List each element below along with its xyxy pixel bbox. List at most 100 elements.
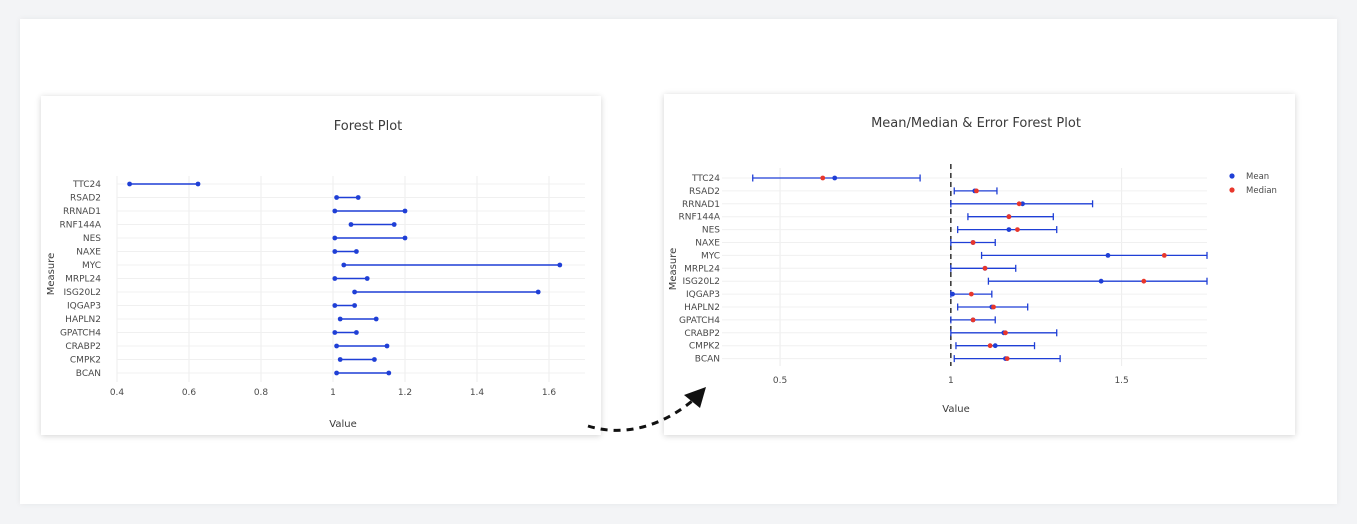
mean-point [832, 175, 838, 181]
arrow-head-icon [684, 387, 706, 408]
forest-rows [752, 174, 1208, 363]
forest-row [987, 277, 1208, 285]
y-tick-labels: TTC24 RSAD2 RRNAD1 RNF144A NES NAXE MYC MRPL24 I… [60, 180, 102, 379]
forest-row [957, 303, 1029, 311]
y-tick-label: RSAD2 [689, 187, 720, 197]
y-tick-label: MYC [701, 251, 720, 261]
median-point [1016, 201, 1022, 207]
low-point [332, 330, 338, 335]
legend-median-marker [1229, 187, 1235, 193]
transition-arrow [587, 387, 706, 432]
forest-row [950, 200, 1094, 208]
forest-row [752, 174, 921, 182]
high-point [354, 249, 359, 254]
mean-point [1020, 201, 1025, 207]
y-tick-label: ISG20L2 [682, 277, 720, 287]
y-tick-label: MRPL24 [684, 264, 720, 274]
x-tick-label: 0.6 [182, 388, 197, 398]
x-tick-label: 1.5 [1114, 376, 1128, 386]
high-point [195, 181, 201, 187]
low-point [334, 195, 339, 200]
y-tick-label: HAPLN2 [65, 315, 101, 325]
chart-title: Mean/Median & Error Forest Plot [871, 116, 1081, 131]
y-tick-label: BCAN [76, 369, 101, 379]
forest-row [967, 213, 1054, 221]
y-tick-label: NAXE [695, 239, 720, 249]
median-point [982, 265, 988, 271]
forest-row [953, 355, 1061, 363]
y-tick-label: RSAD2 [70, 194, 101, 204]
y-tick-label: TTC24 [691, 174, 720, 184]
high-point [391, 222, 397, 227]
high-point [373, 316, 379, 322]
x-tick-label: 1.2 [398, 388, 412, 398]
x-tick-label: 0.8 [254, 388, 269, 398]
y-tick-label: GPATCH4 [679, 316, 720, 326]
high-point [372, 357, 377, 362]
x-tick-label: 0.4 [110, 388, 125, 398]
high-point [535, 289, 541, 295]
median-point [970, 317, 976, 323]
forest-plot-chart: Forest Plot 0.4 0.6 0.8 1 1.2 1.4 1.6 TTC24 RSA… [46, 119, 585, 430]
y-tick-label: IQGAP3 [67, 302, 101, 312]
forest-row [332, 249, 359, 254]
high-point [364, 276, 370, 281]
mean-point [1105, 253, 1111, 258]
forest-row [348, 222, 397, 227]
y-tick-label: IQGAP3 [686, 290, 720, 300]
chart-title: Forest Plot [334, 119, 403, 134]
y-tick-label: RRNAD1 [682, 200, 720, 210]
low-point [332, 208, 338, 214]
legend-mean-label: Mean [1246, 172, 1269, 182]
y-tick-label: CRABP2 [65, 342, 101, 352]
median-point [820, 175, 826, 181]
legend-median-label: Median [1246, 186, 1277, 196]
y-tick-label: NES [83, 234, 101, 244]
mean-median-forest-plot-card: Mean/Median & Error Forest Plot 0.5 1 1.5 … [664, 94, 1295, 435]
median-point [1015, 227, 1020, 233]
forest-row [953, 187, 998, 195]
low-point [334, 370, 339, 376]
y-tick-label: CMPK2 [70, 356, 101, 366]
x-tick-label: 1.4 [470, 388, 485, 398]
forest-row [980, 251, 1208, 259]
y-tick-label: NES [702, 226, 720, 236]
y-tick-label: BCAN [695, 355, 720, 365]
low-point [341, 262, 347, 268]
y-tick-label: CMPK2 [689, 342, 720, 352]
low-point [332, 235, 338, 241]
y-tick-label: NAXE [76, 248, 101, 258]
forest-row [332, 208, 408, 214]
median-point [1004, 356, 1010, 361]
forest-row [332, 303, 357, 308]
low-point [332, 249, 338, 254]
x-tick-label: 1.6 [542, 388, 557, 398]
mean-median-forest-plot-chart: Mean/Median & Error Forest Plot 0.5 1 1.5 … [668, 116, 1277, 415]
low-point [337, 316, 343, 322]
low-point [337, 357, 343, 362]
forest-row [334, 343, 390, 349]
y-axis-label: Measure [46, 253, 57, 296]
y-axis-label: Measure [668, 248, 679, 291]
y-tick-label: MRPL24 [65, 275, 101, 285]
y-tick-label: ISG20L2 [63, 288, 101, 298]
low-point [348, 222, 354, 227]
forest-row [950, 264, 1017, 272]
high-point [355, 195, 361, 200]
median-point [991, 304, 996, 310]
high-point [402, 208, 408, 214]
low-point [332, 276, 338, 281]
forest-row [127, 181, 201, 187]
high-point [386, 370, 392, 376]
high-point [384, 343, 390, 349]
legend[interactable]: Mean Median [1229, 172, 1277, 196]
forest-row [950, 329, 1058, 337]
high-point [402, 235, 408, 241]
forest-row [334, 195, 361, 200]
median-point [970, 240, 976, 245]
mean-point [992, 343, 998, 349]
mean-point [1006, 227, 1012, 233]
forest-rows [127, 181, 563, 376]
y-tick-labels: TTC24 RSAD2 RRNAD1 RNF144A NES NAXE MYC MRPL24 I… [679, 174, 721, 365]
legend-mean-marker [1229, 173, 1235, 179]
